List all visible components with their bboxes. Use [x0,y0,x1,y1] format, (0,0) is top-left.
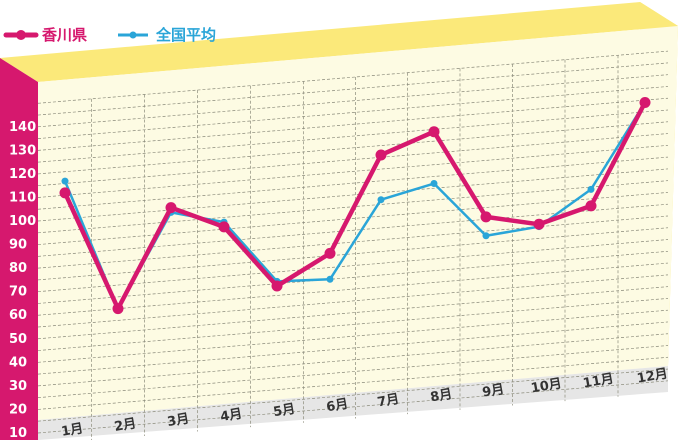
data-point-kagawa [59,187,71,199]
grid-line-horizontal [37,50,669,104]
chart-top-face [0,2,678,82]
grid-line-horizontal [37,250,669,304]
data-point-kagawa [585,200,597,212]
x-tick-label: 8月 [429,387,453,406]
legend: 香川県 全国平均 [3,26,216,44]
y-tick-label: 10 [9,426,27,440]
grid-line-horizontal [37,86,669,139]
data-point-kagawa [533,218,545,230]
x-tick-label: 3月 [166,411,190,430]
data-point-national [61,177,69,185]
grid-line-horizontal [37,298,669,351]
legend-national-label: 全国平均 [155,26,216,44]
data-point-kagawa [428,126,440,138]
grid-line-horizontal [37,62,669,116]
data-point-national [377,196,385,204]
x-tick-label: 2月 [113,416,137,435]
grid-line-horizontal [37,192,669,245]
y-axis-ticks: 10 20 30 40 50 60 70 80 90 100 110 120 130 140 [9,120,36,440]
data-point-national [430,180,438,188]
data-point-kagawa [218,221,230,233]
x-tick-label: 6月 [325,397,349,416]
grid-line-horizontal [37,97,669,151]
grid-line-horizontal [37,109,669,163]
grid-line-horizontal [37,144,669,198]
grid-line-horizontal [37,168,669,222]
x-tick-label: 5月 [272,402,296,421]
y-tick-label: 120 [9,167,36,182]
grid-line-horizontal [37,121,669,175]
y-tick-label: 40 [9,355,27,370]
series-layer [59,96,651,315]
legend-item-national: 全国平均 [118,26,216,44]
y-tick-label: 60 [9,308,27,323]
series-line-kagawa [62,100,648,311]
grid-line-horizontal [37,380,669,434]
grid-line-horizontal [37,74,669,128]
data-point-kagawa [112,303,124,315]
data-point-kagawa [271,280,283,292]
y-axis-band [0,58,38,440]
grid-line-horizontal [37,321,669,375]
x-tick-label: 7月 [376,392,400,411]
legend-national-marker [129,31,137,39]
y-tick-label: 100 [9,214,36,229]
y-tick-label: 110 [9,190,36,205]
grid-line-horizontal [37,156,669,210]
data-point-kagawa [375,149,387,161]
grid-line-horizontal [37,333,669,387]
grid-line-horizontal [37,133,669,187]
y-tick-label: 140 [9,120,36,135]
y-tick-label: 130 [9,143,36,158]
y-tick-label: 70 [9,285,27,300]
data-point-national [326,275,334,283]
y-tick-label: 80 [9,261,27,276]
x-tick-label: 4月 [219,407,243,426]
x-tick-label: 10月 [530,376,563,396]
grid-line-horizontal [37,356,669,410]
plot-area [38,26,678,420]
x-tick-label: 1月 [60,421,84,440]
legend-kagawa-label: 香川県 [42,26,87,44]
grid-line-horizontal [37,368,669,422]
x-axis-ticks: 1月 2月 3月 4月 5月 6月 7月 8月 9月 10月 11月 12月 [60,366,669,439]
data-point-kagawa [480,211,492,223]
grid-line-horizontal [37,203,669,257]
data-point-national [587,185,595,193]
grid-line-horizontal [37,274,669,328]
data-point-kagawa [165,202,177,214]
grid-line-horizontal [37,286,669,340]
y-tick-label: 50 [9,332,27,347]
data-point-national [482,232,490,240]
grid-line-horizontal [37,345,669,399]
grid-line-horizontal [37,309,669,363]
x-tick-label: 9月 [481,382,505,401]
grid-line-horizontal [37,227,669,281]
chart-floor [38,366,668,440]
x-tick-label: 12月 [636,366,669,386]
y-tick-label: 90 [9,238,27,253]
legend-item-kagawa: 香川県 [3,26,87,44]
grid-line-horizontal [37,239,669,293]
data-point-kagawa [324,247,336,259]
y-tick-label: 30 [9,379,27,394]
legend-kagawa-marker [16,30,26,40]
grid-line-horizontal [37,262,669,316]
y-tick-label: 20 [9,402,27,417]
data-point-kagawa [639,96,651,108]
x-tick-label: 11月 [582,371,615,391]
